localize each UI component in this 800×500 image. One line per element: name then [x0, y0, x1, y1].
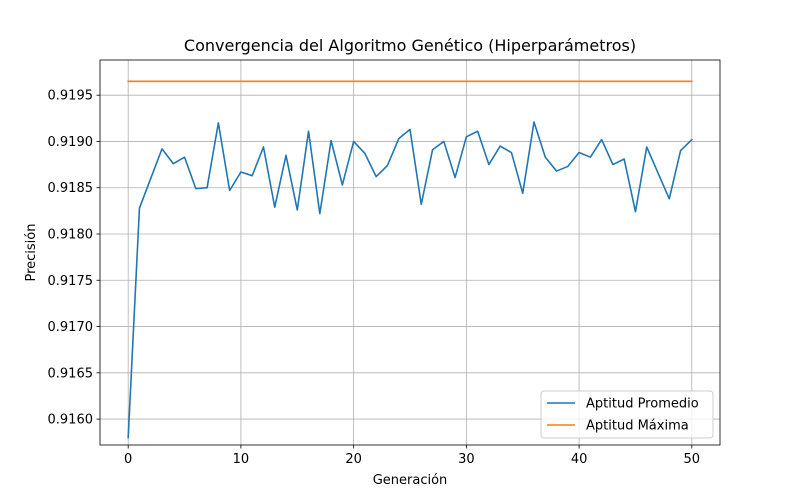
y-tick-label: 0.9195 [48, 89, 94, 104]
x-tick-label: 20 [345, 452, 362, 467]
series-layer [127, 80, 693, 439]
series-line-0 [127, 121, 693, 439]
y-tick-label: 0.9190 [48, 135, 94, 150]
y-tick-label: 0.9170 [48, 320, 94, 335]
legend: Aptitud Promedio Aptitud Máxima [540, 390, 714, 439]
x-tick-label: 40 [571, 452, 588, 467]
y-axis-label: Precisión [24, 223, 39, 281]
x-axis-label: Generación [373, 473, 448, 488]
y-tick-label: 0.9185 [48, 181, 94, 196]
x-axis-ticks: 0 10 20 30 40 50 [124, 445, 700, 467]
grid [100, 60, 720, 445]
legend-label-1: Aptitud Máxima [586, 419, 689, 434]
x-tick-label: 0 [124, 452, 132, 467]
y-tick-label: 0.9160 [48, 413, 94, 428]
legend-label-0: Aptitud Promedio [586, 397, 699, 412]
plot-frame [99, 59, 721, 446]
x-tick-label: 30 [458, 452, 475, 467]
x-tick-label: 50 [684, 452, 701, 467]
y-tick-label: 0.9175 [48, 274, 94, 289]
x-tick-label: 10 [233, 452, 250, 467]
y-axis-ticks: 0.9160 0.9165 0.9170 0.9175 0.9180 0.9185 0.91… [48, 89, 100, 428]
chart-title: Convergencia del Algoritmo Genético (Hip… [184, 36, 636, 55]
y-tick-label: 0.9180 [48, 227, 94, 242]
y-tick-label: 0.9165 [48, 366, 94, 381]
legend-box [540, 390, 714, 439]
